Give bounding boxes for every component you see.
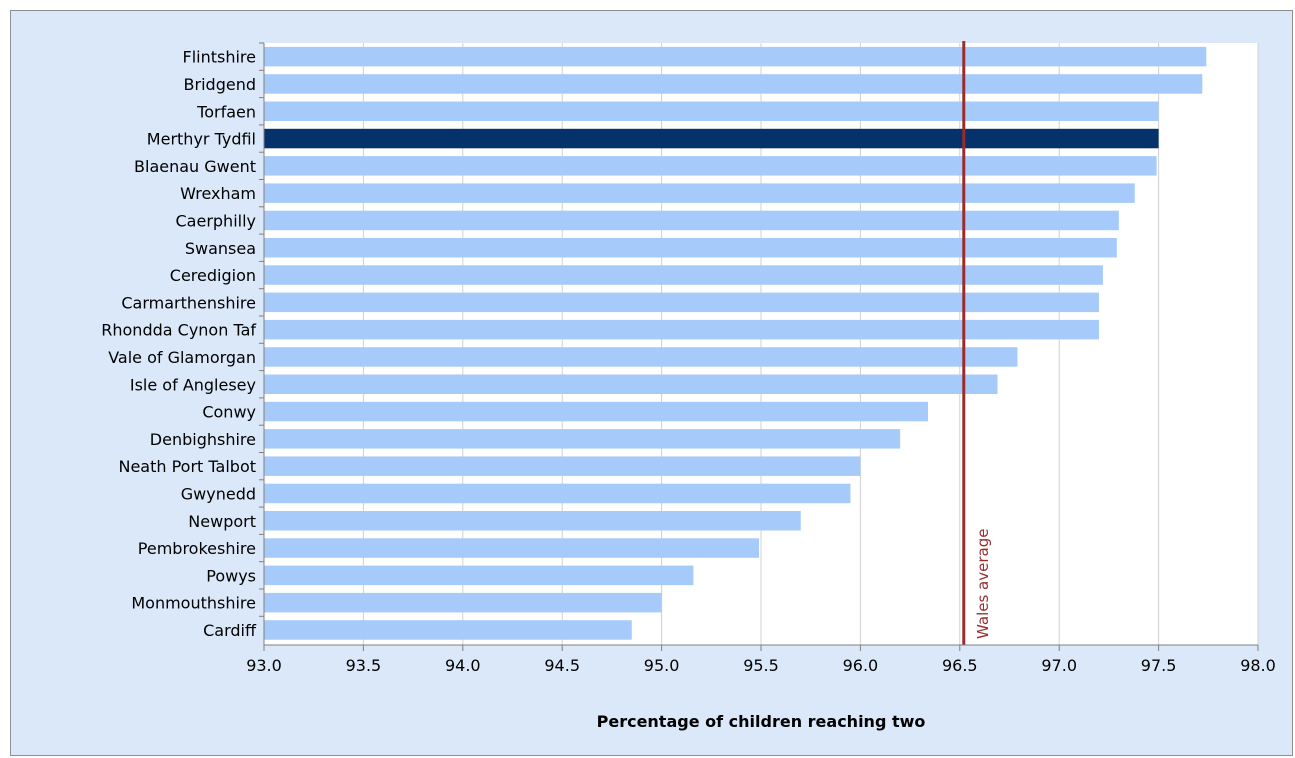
category-label: Bridgend (184, 75, 256, 94)
category-label: Isle of Anglesey (130, 375, 256, 394)
bar-isle-of-anglesey (264, 374, 998, 394)
category-label: Monmouthshire (131, 594, 256, 613)
x-axis-title: Percentage of children reaching two (597, 712, 926, 731)
bar-conwy (264, 401, 928, 422)
bar-chart: Wales average Flintshire Bridgend Torfaen M… (101, 41, 1276, 731)
bar-denbighshire (264, 429, 901, 449)
bar-blaenau-gwent (264, 156, 1157, 176)
x-tick-label: 93.0 (246, 656, 282, 675)
bar-ceredigion (264, 265, 1103, 285)
category-label: Gwynedd (181, 484, 256, 503)
bar-vale-of-glamorgan (264, 347, 1018, 367)
category-label: Ceredigion (170, 266, 256, 285)
bar-monmouthshire (264, 592, 662, 613)
reference-line-group: Wales average (962, 41, 992, 645)
x-tick-label: 94.0 (445, 656, 481, 675)
bar-powys (264, 565, 694, 586)
category-label: Caerphilly (176, 211, 257, 230)
bar-wrexham (264, 183, 1135, 203)
category-label: Wrexham (180, 184, 256, 203)
x-tick-label: 98.0 (1240, 656, 1276, 675)
bar-flintshire (264, 46, 1207, 67)
category-label: Pembrokeshire (138, 539, 256, 558)
bar-neath-port-talbot (264, 456, 861, 476)
category-label: Blaenau Gwent (134, 157, 256, 176)
bar-caerphilly (264, 210, 1119, 231)
bar-torfaen (264, 101, 1159, 121)
x-tick-label: 96.5 (942, 656, 978, 675)
category-label: Conwy (202, 403, 256, 422)
wales-average-label: Wales average (974, 529, 992, 639)
x-tick-label: 95.0 (644, 656, 680, 675)
bar-cardiff (264, 620, 632, 640)
bar-pembrokeshire (264, 538, 760, 558)
axes (259, 42, 1259, 651)
bar-merthyr-tydfil (264, 128, 1159, 149)
chart-frame: Wales average Flintshire Bridgend Torfaen M… (10, 10, 1293, 756)
bar-rhondda-cynon-taf (264, 319, 1099, 340)
x-tick-labels: 93.0 93.5 94.0 94.5 95.0 95.5 96.0 96.5 97.0 97.5… (246, 656, 1276, 675)
category-labels: Flintshire Bridgend Torfaen Merthyr Tydfil B… (101, 48, 257, 640)
category-label: Carmarthenshire (121, 293, 256, 312)
x-tick-label: 97.0 (1041, 656, 1077, 675)
category-label: Newport (188, 512, 256, 531)
x-tick-label: 95.5 (743, 656, 779, 675)
category-label: Torfaen (196, 102, 256, 121)
category-label: Neath Port Talbot (118, 457, 256, 476)
category-label: Powys (206, 566, 256, 585)
category-label: Vale of Glamorgan (108, 348, 256, 367)
bar-newport (264, 511, 801, 531)
bar-gwynedd (264, 483, 851, 504)
x-tick-label: 96.0 (843, 656, 879, 675)
bars (264, 46, 1207, 640)
bar-carmarthenshire (264, 292, 1099, 313)
category-label: Merthyr Tydfil (147, 130, 256, 149)
category-label: Rhondda Cynon Taf (101, 321, 256, 340)
category-label: Flintshire (183, 48, 257, 67)
category-label: Swansea (185, 239, 256, 258)
bar-bridgend (264, 74, 1203, 94)
category-label: Denbighshire (150, 430, 256, 449)
category-label: Cardiff (203, 621, 257, 640)
bar-swansea (264, 238, 1117, 258)
x-tick-label: 97.5 (1141, 656, 1177, 675)
x-tick-label: 93.5 (346, 656, 382, 675)
x-tick-label: 94.5 (544, 656, 580, 675)
